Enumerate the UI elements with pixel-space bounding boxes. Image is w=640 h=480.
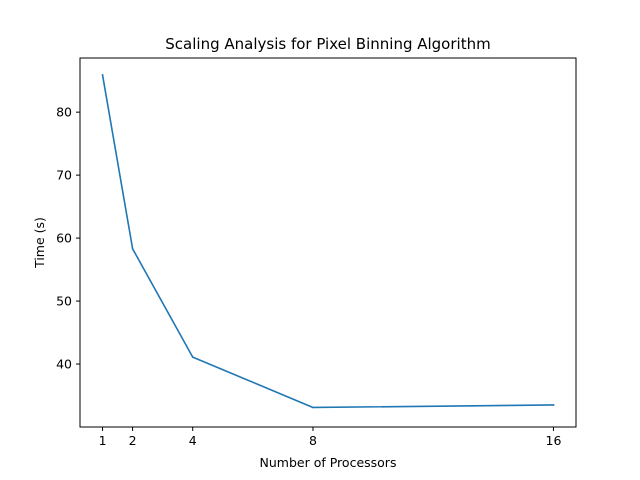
y-tick-label: 40 bbox=[56, 357, 72, 372]
data-point bbox=[131, 247, 134, 250]
y-tick-label: 60 bbox=[56, 231, 72, 246]
y-tick-label: 80 bbox=[56, 105, 72, 120]
series-line bbox=[101, 74, 555, 409]
data-point bbox=[552, 404, 555, 406]
x-tick-label: 2 bbox=[129, 433, 137, 448]
x-tick-label: 8 bbox=[309, 433, 317, 448]
y-axis-label: Time (s) bbox=[32, 217, 47, 269]
x-axis-ticks: 1 2 4 8 16 bbox=[99, 427, 562, 448]
plot-frame bbox=[79, 57, 577, 428]
y-axis-ticks: 40 50 60 70 80 bbox=[56, 105, 80, 372]
data-point bbox=[312, 406, 314, 409]
x-tick-label: 4 bbox=[189, 433, 197, 448]
y-tick-label: 70 bbox=[56, 168, 72, 183]
series-group bbox=[101, 74, 555, 409]
x-tick-label: 16 bbox=[546, 433, 562, 448]
x-tick-label: 1 bbox=[99, 433, 107, 448]
x-axis-label: Number of Processors bbox=[260, 455, 397, 470]
data-point bbox=[191, 356, 194, 358]
data-point bbox=[101, 74, 104, 76]
y-tick-label: 50 bbox=[56, 294, 72, 309]
chart-title: Scaling Analysis for Pixel Binning Algor… bbox=[165, 35, 490, 53]
